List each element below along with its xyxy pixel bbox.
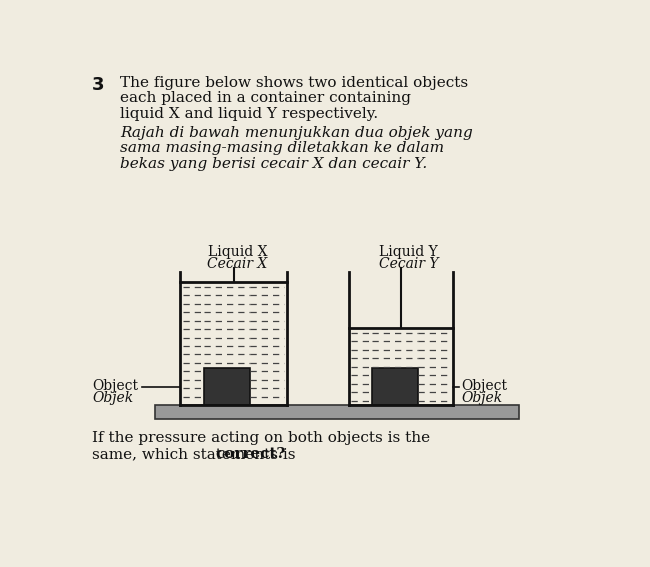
Text: Object: Object bbox=[461, 379, 507, 393]
Text: Objek: Objek bbox=[92, 391, 133, 405]
Text: correct?: correct? bbox=[215, 447, 285, 461]
Text: If the pressure acting on both objects is the: If the pressure acting on both objects i… bbox=[92, 431, 430, 446]
Bar bbox=[372, 369, 419, 405]
Text: Liquid Y: Liquid Y bbox=[380, 245, 438, 259]
Text: sama masing-masing diletakkan ke dalam: sama masing-masing diletakkan ke dalam bbox=[120, 141, 444, 155]
Text: bekas yang berisi cecair X dan cecair Y.: bekas yang berisi cecair X dan cecair Y. bbox=[120, 156, 427, 171]
Text: Rajah di bawah menunjukkan dua objek yang: Rajah di bawah menunjukkan dua objek yan… bbox=[120, 126, 473, 140]
Text: each placed in a container containing: each placed in a container containing bbox=[120, 91, 411, 105]
Text: Object: Object bbox=[92, 379, 138, 393]
Text: Liquid X: Liquid X bbox=[207, 245, 267, 259]
Text: Cecair X: Cecair X bbox=[207, 257, 268, 272]
Text: Objek: Objek bbox=[461, 391, 502, 405]
Bar bbox=[203, 369, 250, 405]
Text: The figure below shows two identical objects: The figure below shows two identical obj… bbox=[120, 76, 468, 90]
Text: 3: 3 bbox=[92, 76, 105, 94]
Text: same, which statements is: same, which statements is bbox=[92, 447, 300, 461]
Bar bbox=[155, 405, 519, 419]
Text: Cecair Y: Cecair Y bbox=[379, 257, 439, 272]
Text: liquid X and liquid Y respectively.: liquid X and liquid Y respectively. bbox=[120, 107, 378, 121]
